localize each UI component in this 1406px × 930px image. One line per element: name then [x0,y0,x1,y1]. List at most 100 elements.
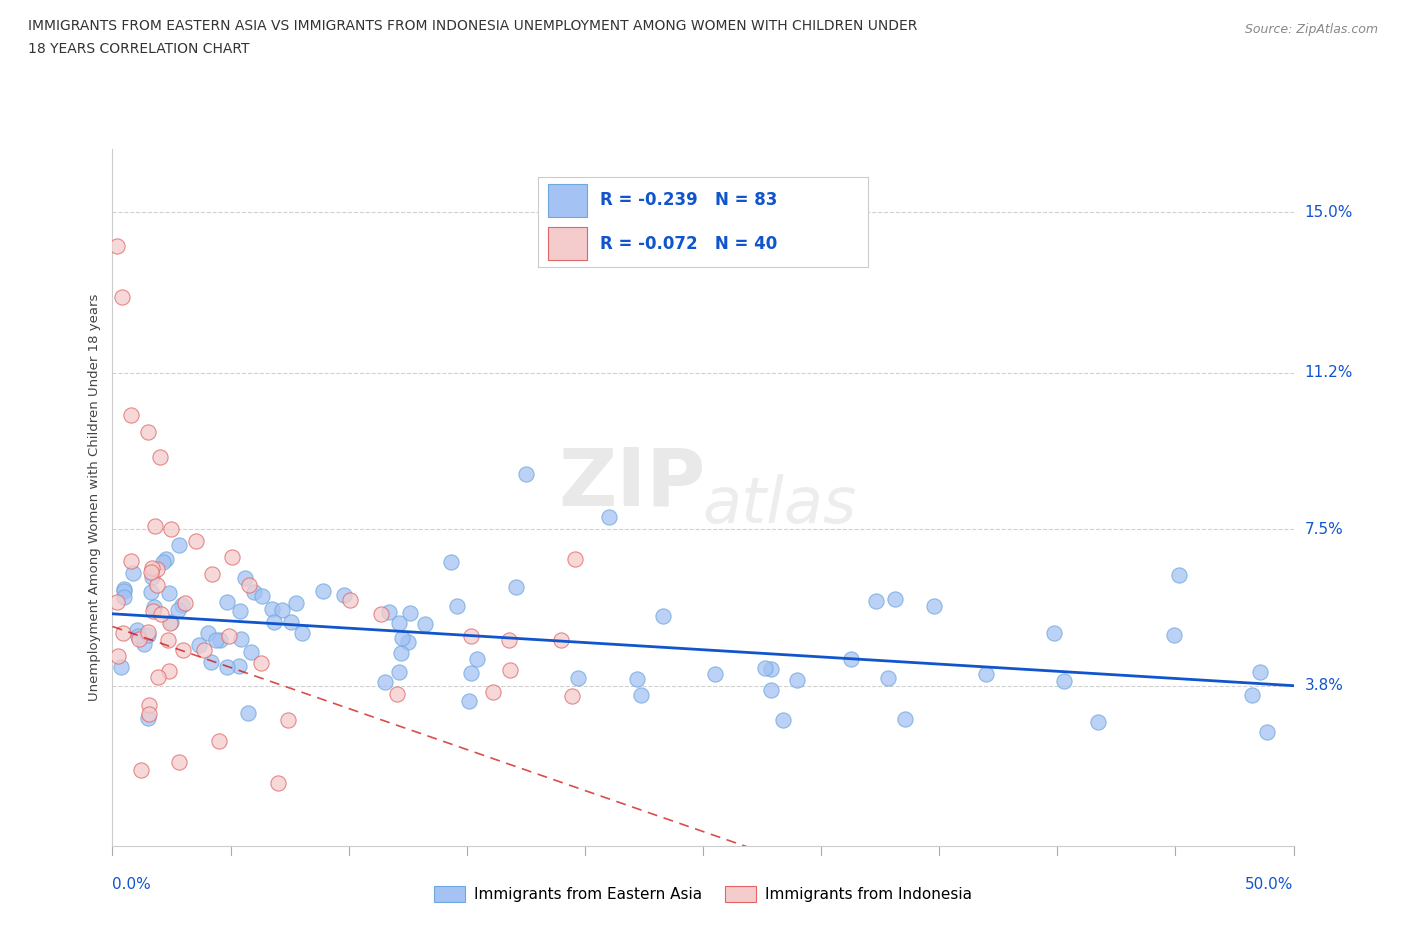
Point [460,666,482,681]
Point [146,578,169,592]
Point [167,538,190,552]
Point [339,592,361,607]
Point [626,671,648,686]
Point [229,604,252,618]
Point [149,450,172,465]
Point [111,289,134,304]
Point [391,631,413,645]
Point [174,595,197,610]
Point [280,615,302,630]
Text: 50.0%: 50.0% [1246,877,1294,892]
Point [974,667,997,682]
Point [152,555,174,570]
Point [249,656,271,671]
Point [465,652,488,667]
Point [561,688,583,703]
Point [221,550,243,565]
Point [498,663,520,678]
Point [231,631,253,646]
Text: R = -0.239   N = 83: R = -0.239 N = 83 [600,192,778,209]
Point [159,616,181,631]
Point [238,578,260,592]
Point [138,624,160,639]
Point [141,585,163,600]
Point [385,686,408,701]
Point [215,595,238,610]
Point [143,519,166,534]
Legend: Immigrants from Eastern Asia, Immigrants from Indonesia: Immigrants from Eastern Asia, Immigrants… [429,880,977,909]
Point [138,628,160,643]
Point [155,551,177,566]
Text: 7.5%: 7.5% [1305,522,1343,537]
Point [188,637,211,652]
Point [128,631,150,646]
Point [107,649,129,664]
Point [630,688,652,703]
Point [922,598,945,613]
Point [754,660,776,675]
Point [260,602,283,617]
Point [894,712,917,727]
Point [170,597,193,612]
Point [208,733,231,748]
Text: 15.0%: 15.0% [1305,205,1353,219]
Point [205,632,228,647]
Text: R = -0.072   N = 40: R = -0.072 N = 40 [600,234,778,253]
Y-axis label: Unemployment Among Women with Children Under 18 years: Unemployment Among Women with Children U… [89,294,101,701]
Point [236,706,259,721]
Point [271,603,294,618]
Point [498,632,520,647]
Point [389,645,412,660]
Point [125,622,148,637]
Point [460,629,482,644]
Bar [547,184,588,217]
Point [240,644,263,659]
Point [1249,665,1271,680]
Point [105,239,128,254]
Point [217,659,239,674]
Text: 11.2%: 11.2% [1305,365,1353,380]
Point [122,565,145,580]
Point [759,683,782,698]
Point [413,617,436,631]
Bar [547,228,588,260]
Point [291,626,314,641]
Point [139,565,162,579]
Point [141,569,163,584]
Text: 3.8%: 3.8% [1305,678,1344,693]
Point [651,608,673,623]
Point [159,615,181,630]
Point [132,636,155,651]
Point [1256,724,1278,739]
Point [136,711,159,726]
Point [446,599,468,614]
Point [1168,568,1191,583]
Point [160,522,183,537]
Text: ZIP: ZIP [558,445,706,523]
Point [112,626,135,641]
Point [759,661,782,676]
Point [839,651,862,666]
Point [129,763,152,777]
Point [865,594,887,609]
Point [515,467,537,482]
Point [112,584,135,599]
Point [127,629,149,644]
Point [120,553,142,568]
Point [388,664,411,679]
Point [1087,714,1109,729]
Point [167,754,190,769]
Point [136,425,159,440]
Point [1043,626,1066,641]
Point [598,509,620,524]
Point [378,604,401,619]
Point [138,698,160,712]
Point [876,671,898,685]
Point [197,625,219,640]
Point [277,712,299,727]
Point [370,606,392,621]
Point [209,632,232,647]
Point [110,659,132,674]
Point [1163,628,1185,643]
Point [267,776,290,790]
